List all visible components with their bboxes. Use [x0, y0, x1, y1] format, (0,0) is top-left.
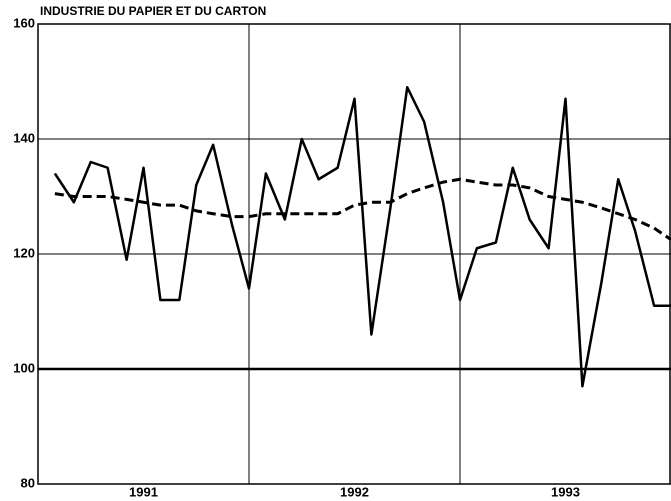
x-tick-label: 1992	[340, 484, 369, 499]
chart-title: INDUSTRIE DU PAPIER ET DU CARTON	[40, 4, 266, 18]
data-line	[53, 86, 671, 388]
y-tick-label: 120	[13, 245, 35, 260]
x-tick-label: 1993	[551, 484, 580, 499]
y-tick-label: 80	[21, 475, 35, 490]
data-line	[54, 177, 671, 241]
x-tick-label: 1991	[129, 484, 158, 499]
y-tick-label: 160	[13, 15, 35, 30]
y-tick-label: 140	[13, 130, 35, 145]
y-tick-label: 100	[13, 360, 35, 375]
